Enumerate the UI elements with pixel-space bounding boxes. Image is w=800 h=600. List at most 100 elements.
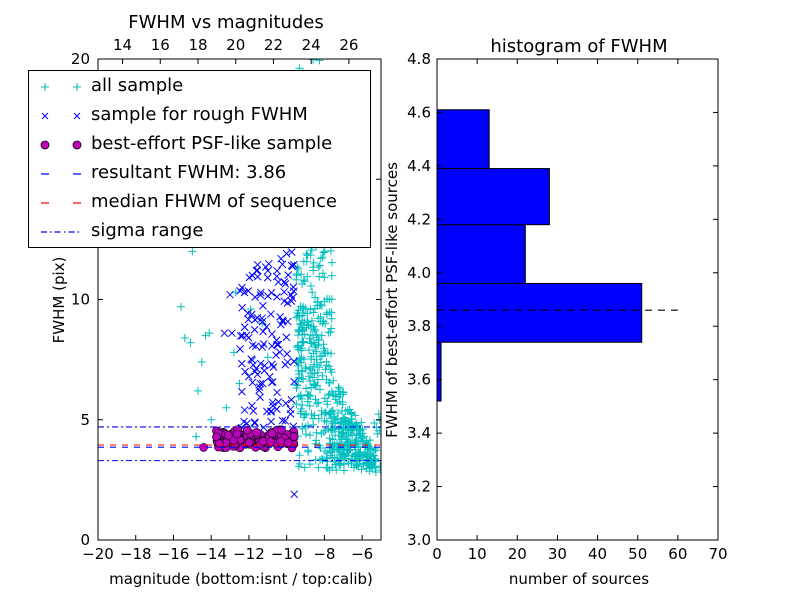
all-sample-point [293, 263, 302, 272]
all-sample-point [334, 409, 343, 418]
legend-entry-resultant-fwhm: resultant FWHM: 3.86 [29, 160, 370, 189]
reference-lines-layer [98, 426, 381, 462]
all-sample-point [312, 333, 321, 342]
rough-sample-point [248, 401, 256, 410]
all-sample-point [294, 462, 303, 471]
x-tick-label: −18 [120, 545, 152, 563]
all-sample-point [317, 331, 326, 340]
all-sample-point [298, 338, 307, 347]
rough-sample-point [272, 351, 280, 360]
all-sample-point [334, 419, 343, 428]
top-tick-label: 26 [339, 36, 358, 54]
all-sample-point [371, 468, 380, 477]
rough-sample-point [283, 350, 291, 358]
all-sample-point [298, 424, 307, 433]
all-sample-point [332, 466, 341, 475]
rough-sample-point [269, 363, 278, 371]
legend-entry-median-fwhm: median FHWM of sequence [29, 189, 370, 218]
rough-sample-point [280, 277, 289, 286]
rough-sample-point [275, 348, 284, 357]
all-sample-point [356, 429, 365, 438]
top-tick-label: 24 [302, 36, 321, 54]
blue-x-marker-icon [41, 112, 81, 120]
all-sample-point [366, 436, 375, 445]
all-sample-point [371, 445, 380, 454]
all-sample-point [337, 455, 346, 464]
x-tick-label: −20 [82, 545, 114, 563]
legend-entry-all-sample: all sample [29, 73, 370, 102]
rough-sample-point [256, 288, 265, 297]
rough-sample-point [290, 377, 299, 386]
all-sample-point [336, 450, 345, 459]
top-tick-label: 14 [113, 36, 132, 54]
legend-label: sample for rough FWHM [91, 104, 308, 125]
rough-sample-point [269, 401, 277, 410]
all-sample-point [197, 358, 206, 367]
all-sample-point [297, 404, 306, 413]
histogram-bar [436, 341, 442, 402]
all-sample-point [309, 59, 318, 64]
all-sample-point [305, 391, 314, 400]
all-sample-point [263, 353, 272, 362]
all-sample-point [303, 390, 312, 399]
x-tick-label: −8 [313, 545, 335, 563]
all-sample-point [309, 362, 318, 371]
rough-sample-point [278, 416, 287, 425]
y-tick-label: 3.8 [407, 317, 431, 335]
blue-dashed-line-icon [41, 173, 81, 175]
all-sample-point [312, 399, 321, 408]
all-sample-point [325, 389, 334, 398]
rough-sample-point [256, 379, 265, 388]
rough-sample-point [287, 395, 296, 404]
all-sample-point [302, 257, 311, 266]
histogram-bar [436, 224, 526, 284]
all-sample-point [340, 450, 349, 459]
all-sample-point [320, 408, 329, 417]
x-tick-label: −14 [195, 545, 227, 563]
rough-sample-point [238, 303, 247, 312]
all-sample-point [298, 280, 307, 289]
psf-sample-point [223, 431, 233, 440]
all-sample-point [329, 376, 338, 385]
all-sample-point [315, 59, 324, 65]
rough-sample-point [283, 358, 292, 367]
rough-sample-point [266, 310, 275, 319]
all-sample-point [303, 272, 312, 281]
series-plus-group [177, 59, 381, 477]
all-sample-point [327, 314, 336, 323]
all-sample-point [327, 324, 336, 333]
all-sample-point [304, 447, 313, 456]
all-sample-point [312, 428, 321, 437]
rough-sample-point [238, 387, 246, 396]
all-sample-point [316, 456, 325, 465]
all-sample-point [306, 305, 315, 314]
all-sample-point [335, 392, 344, 401]
legend-label: resultant FWHM: 3.86 [91, 162, 287, 183]
x-tick-label: 60 [668, 545, 687, 563]
rough-sample-point [240, 406, 249, 414]
all-sample-point [304, 321, 313, 330]
scatter-x-axis-label: magnitude (bottom:isnt / top:calib) [109, 570, 373, 588]
all-sample-point [307, 316, 316, 325]
all-sample-point [358, 425, 367, 434]
all-sample-point [319, 317, 328, 326]
rough-sample-point [247, 355, 256, 363]
histogram-bar [436, 282, 643, 343]
x-tick-label: −12 [233, 545, 265, 563]
legend-entry-sigma-range: sigma range [29, 218, 370, 247]
rough-sample-point [263, 266, 272, 275]
rough-sample-point [259, 423, 268, 432]
all-sample-point [317, 429, 326, 438]
all-sample-point [292, 384, 301, 393]
all-sample-point [327, 407, 336, 416]
all-sample-point [371, 446, 380, 455]
all-sample-point [235, 379, 244, 388]
all-sample-point [311, 293, 320, 302]
all-sample-point [293, 312, 302, 321]
all-sample-point [339, 466, 348, 475]
all-sample-point [306, 377, 315, 386]
all-sample-point [346, 410, 355, 419]
legend-label: median FHWM of sequence [91, 191, 337, 212]
rough-sample-point [262, 323, 271, 331]
